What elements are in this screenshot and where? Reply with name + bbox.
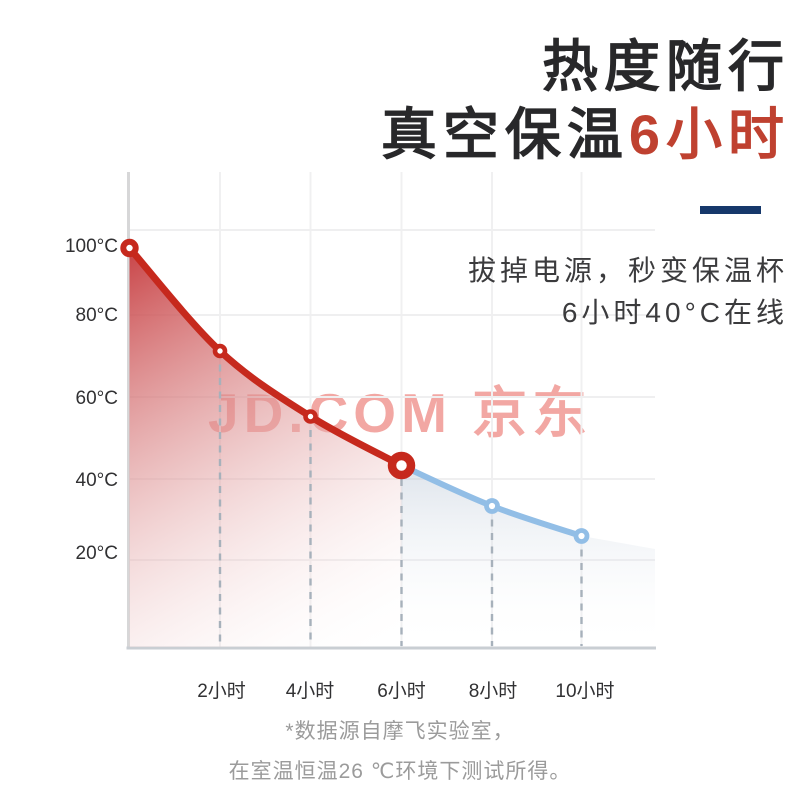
subtitle-line1: 拔掉电源，秒变保温杯 [467,255,788,286]
headline: 热度随行 真空保温6小时 [381,36,790,166]
subtitle-line2: 6小时40°C在线 [561,297,788,328]
y-axis-label: 20°C [75,543,118,564]
footer-line2: 在室温恒温26 ℃环境下测试所得。 [228,760,572,783]
y-axis-label: 80°C [75,305,118,326]
x-axis-label: 6小时 [377,681,426,702]
x-axis-label: 4小时 [285,681,335,702]
x-axis-label: 8小时 [468,681,518,702]
headline-line2: 真空保温6小时 [381,104,790,166]
x-axis-label: 2小时 [197,681,246,702]
y-axis-label: 40°C [75,470,118,491]
y-axis-label: 100°C [64,236,118,257]
headline-line1: 热度随行 [542,35,790,98]
subtitle: 拔掉电源，秒变保温杯 6小时40°C在线 [468,250,788,334]
x-axis-label: 10小时 [555,681,615,702]
headline-divider-bar [700,206,761,214]
footer-line1: *数据源自摩飞实验室， [285,720,515,743]
footer-note: *数据源自摩飞实验室， 在室温恒温26 ℃环境下测试所得。 [0,712,800,792]
headline-line2-accent: 6小时 [628,103,790,166]
y-axis-label: 60°C [75,388,118,409]
headline-line2-dark: 真空保温 [380,103,629,166]
